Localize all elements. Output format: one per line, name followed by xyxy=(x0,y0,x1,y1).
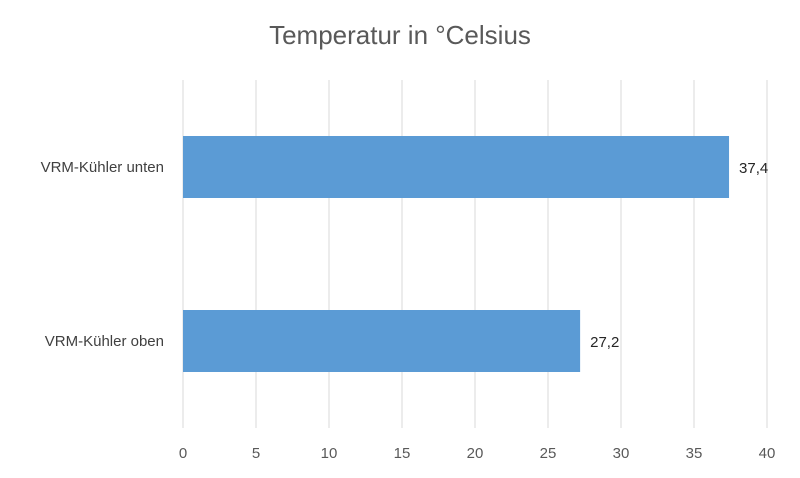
x-tick-label: 20 xyxy=(467,445,484,462)
data-label: 37,4 xyxy=(739,160,768,177)
x-tick-label: 35 xyxy=(686,445,703,462)
bar xyxy=(183,310,581,372)
x-tick-label: 40 xyxy=(759,445,776,462)
category-labels: VRM-Kühler unten VRM-Kühler oben xyxy=(41,159,164,350)
x-tick-label: 0 xyxy=(179,445,187,462)
x-tick-labels: 0 5 10 15 20 25 30 35 40 xyxy=(179,445,776,462)
bar xyxy=(183,136,730,198)
x-tick-label: 30 xyxy=(613,445,630,462)
category-label: VRM-Kühler oben xyxy=(45,333,164,350)
gridlines xyxy=(182,80,768,428)
x-tick-label: 25 xyxy=(540,445,557,462)
category-label: VRM-Kühler unten xyxy=(41,159,164,176)
data-labels: 37,4 27,2 xyxy=(590,160,768,351)
x-tick-label: 10 xyxy=(321,445,338,462)
x-tick-label: 5 xyxy=(252,445,260,462)
chart-title: Temperatur in °Celsius xyxy=(269,20,531,50)
bars xyxy=(183,136,730,372)
data-label: 27,2 xyxy=(590,334,619,351)
x-tick-label: 15 xyxy=(394,445,411,462)
